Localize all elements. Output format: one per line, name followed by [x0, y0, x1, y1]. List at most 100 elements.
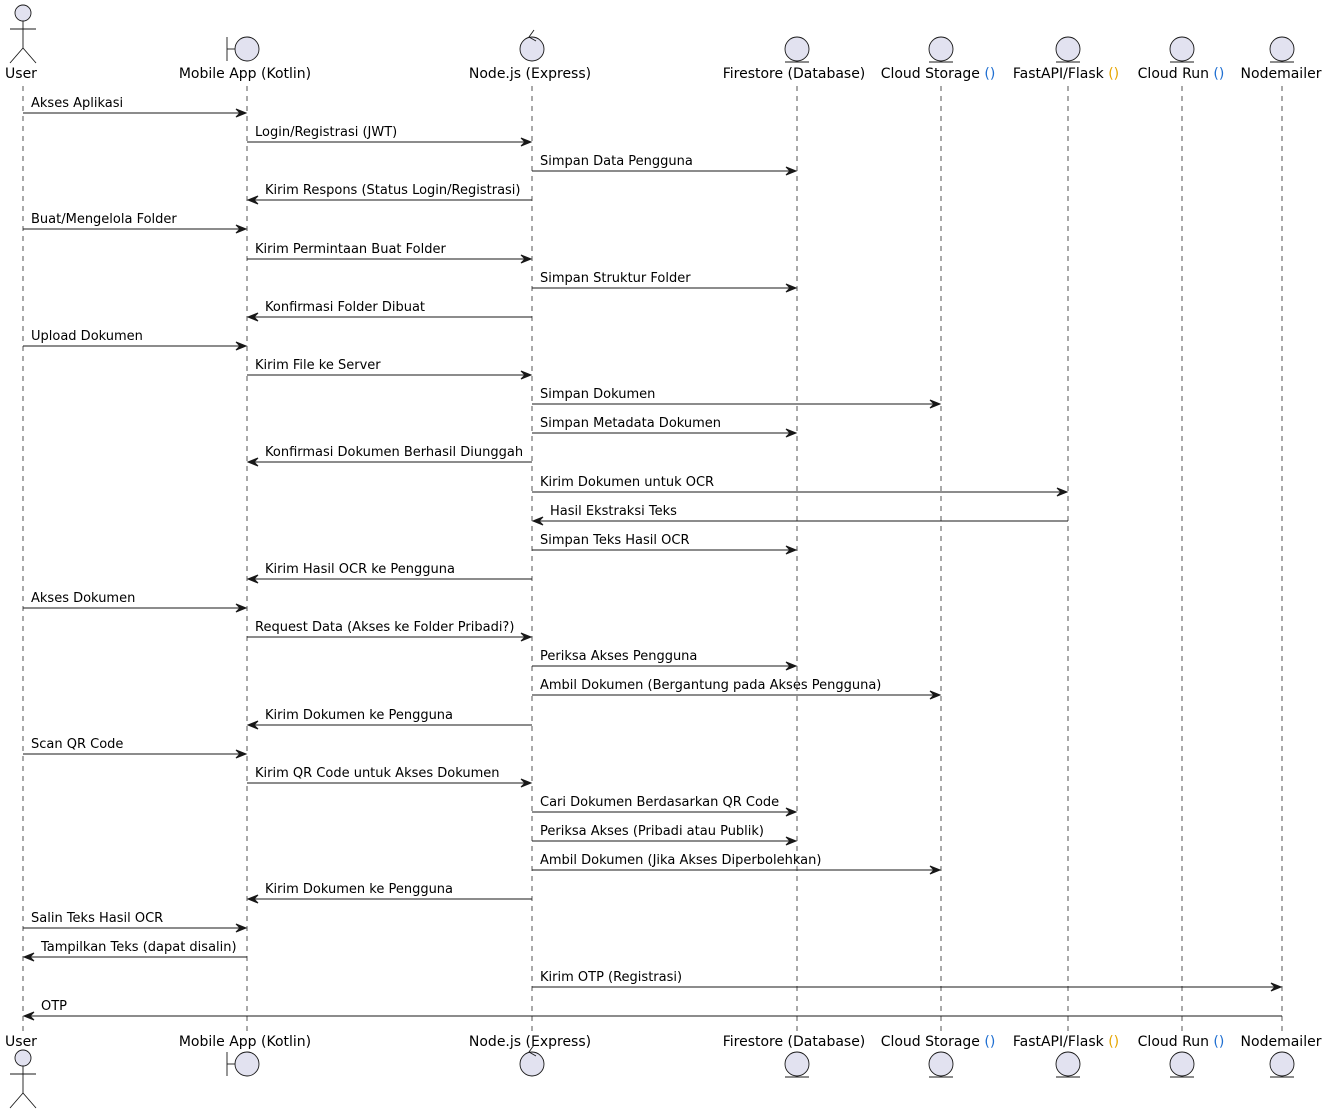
message-19: Request Data (Akses ke Folder Pribadi?) — [247, 620, 533, 642]
message-18: Akses Dokumen — [23, 591, 248, 613]
arrowhead — [520, 370, 533, 380]
participant-name-firestore-bottom: Firestore (Database) — [723, 1034, 866, 1050]
arrowhead — [246, 720, 259, 730]
message-label: Hasil Ekstraksi Teks — [550, 504, 677, 519]
boundary-icon — [226, 36, 260, 62]
message-29: Salin Teks Hasil OCR — [23, 911, 248, 933]
participant-name-mobile-top: Mobile App (Kotlin) — [179, 66, 311, 82]
arrowhead — [235, 603, 248, 613]
message-27: Ambil Dokumen (Jika Akses Diperbolehkan) — [532, 853, 942, 875]
message-3: Simpan Data Pengguna — [532, 154, 798, 176]
messages: Akses Aplikasi Login/Registrasi (JWT) Simp… — [22, 96, 1283, 1021]
arrowhead — [929, 690, 942, 700]
arrowhead — [235, 108, 248, 118]
arrowhead — [520, 778, 533, 788]
message-label: Upload Dokumen — [31, 329, 143, 344]
arrowhead — [520, 137, 533, 147]
participant-name-cloudrun-bottom: Cloud Run () — [1138, 1034, 1225, 1050]
message-14: Kirim Dokumen untuk OCR — [532, 475, 1069, 497]
message-26: Periksa Akses (Pribadi atau Publik) — [532, 824, 798, 846]
message-23: Scan QR Code — [23, 737, 248, 759]
participants-bottom: User Mobile App (Kotlin) Node.js (Express)… — [5, 1034, 1322, 1109]
message-9: Upload Dokumen — [23, 329, 248, 351]
message-label: Scan QR Code — [31, 737, 123, 752]
arrowhead — [246, 457, 259, 467]
message-2: Login/Registrasi (JWT) — [247, 125, 533, 147]
participant-user-top: User — [5, 4, 37, 82]
message-label: Konfirmasi Folder Dibuat — [265, 300, 425, 315]
message-label: Buat/Mengelola Folder — [31, 212, 177, 227]
arrowhead — [785, 661, 798, 671]
participant-fastapi-top: FastAPI/Flask () — [1013, 36, 1119, 82]
participant-name-nodemailer-bottom: Nodemailer — [1241, 1034, 1322, 1050]
message-label: Akses Aplikasi — [31, 96, 123, 111]
message-25: Cari Dokumen Berdasarkan QR Code — [532, 795, 798, 817]
message-label: Ambil Dokumen (Jika Akses Diperbolehkan) — [540, 853, 821, 868]
message-label: Konfirmasi Dokumen Berhasil Diunggah — [265, 445, 523, 460]
arrowhead — [785, 166, 798, 176]
message-label: Kirim Permintaan Buat Folder — [255, 242, 446, 257]
message-label: Simpan Teks Hasil OCR — [540, 533, 690, 548]
message-label: Kirim QR Code untuk Akses Dokumen — [255, 766, 500, 781]
participant-name-fastapi-bottom: FastAPI/Flask () — [1013, 1034, 1119, 1050]
entity-icon — [784, 36, 810, 63]
arrowhead — [929, 399, 942, 409]
message-20: Periksa Akses Pengguna — [532, 649, 798, 671]
participant-node-bottom: Node.js (Express) — [469, 1034, 591, 1077]
participant-name-node-top: Node.js (Express) — [469, 66, 591, 82]
participant-name-storage-top: Cloud Storage () — [881, 66, 996, 82]
participant-node-top: Node.js (Express) — [469, 29, 591, 82]
participant-user-bottom: User — [5, 1034, 37, 1109]
participant-name-user-bottom: User — [5, 1034, 37, 1050]
participant-name-fastapi-top: FastAPI/Flask () — [1013, 66, 1119, 82]
message-1: Akses Aplikasi — [23, 96, 248, 118]
participant-name-user-top: User — [5, 66, 37, 82]
message-15: Hasil Ekstraksi Teks — [531, 504, 1068, 526]
entity-icon — [928, 1051, 954, 1078]
arrowhead — [785, 836, 798, 846]
message-label: Kirim Dokumen ke Pengguna — [265, 708, 453, 723]
arrowhead — [246, 574, 259, 584]
arrowhead — [785, 545, 798, 555]
participant-name-nodemailer-top: Nodemailer — [1241, 66, 1322, 82]
arrowhead — [520, 632, 533, 642]
participant-cloudrun-top: Cloud Run () — [1138, 36, 1225, 82]
message-label: Ambil Dokumen (Bergantung pada Akses Pen… — [540, 678, 881, 693]
arrowhead — [235, 749, 248, 759]
message-label: Login/Registrasi (JWT) — [255, 125, 397, 140]
actor-icon — [9, 1049, 37, 1109]
arrowhead — [531, 516, 544, 526]
message-12: Simpan Metadata Dokumen — [532, 416, 798, 438]
message-label: Kirim File ke Server — [255, 358, 381, 373]
message-32: OTP — [22, 999, 1282, 1021]
arrowhead — [22, 952, 35, 962]
entity-icon — [1269, 36, 1295, 63]
arrowhead — [785, 283, 798, 293]
arrowhead — [246, 195, 259, 205]
entity-icon — [1055, 36, 1081, 63]
message-24: Kirim QR Code untuk Akses Dokumen — [247, 766, 533, 788]
entity-icon — [1269, 1051, 1295, 1078]
arrowhead — [235, 341, 248, 351]
participant-name-storage-bottom: Cloud Storage () — [881, 1034, 996, 1050]
participant-name-mobile-bottom: Mobile App (Kotlin) — [179, 1034, 311, 1050]
message-4: Kirim Respons (Status Login/Registrasi) — [246, 183, 532, 205]
entity-icon — [1055, 1051, 1081, 1078]
control-icon — [519, 29, 545, 62]
message-30: Tampilkan Teks (dapat disalin) — [22, 940, 247, 962]
arrowhead — [929, 865, 942, 875]
message-22: Kirim Dokumen ke Pengguna — [246, 708, 532, 730]
message-8: Konfirmasi Folder Dibuat — [246, 300, 532, 322]
entity-icon — [1169, 1051, 1195, 1078]
participant-firestore-bottom: Firestore (Database) — [723, 1034, 866, 1078]
message-label: Kirim Respons (Status Login/Registrasi) — [265, 183, 521, 198]
message-6: Kirim Permintaan Buat Folder — [247, 242, 533, 264]
control-icon — [519, 1044, 545, 1077]
message-13: Konfirmasi Dokumen Berhasil Diunggah — [246, 445, 532, 467]
message-label: Kirim Hasil OCR ke Pengguna — [265, 562, 455, 577]
boundary-icon — [226, 1051, 260, 1077]
participant-name-cloudrun-top: Cloud Run () — [1138, 66, 1225, 82]
participant-cloudrun-bottom: Cloud Run () — [1138, 1034, 1225, 1078]
arrowhead — [785, 428, 798, 438]
message-28: Kirim Dokumen ke Pengguna — [246, 882, 532, 904]
